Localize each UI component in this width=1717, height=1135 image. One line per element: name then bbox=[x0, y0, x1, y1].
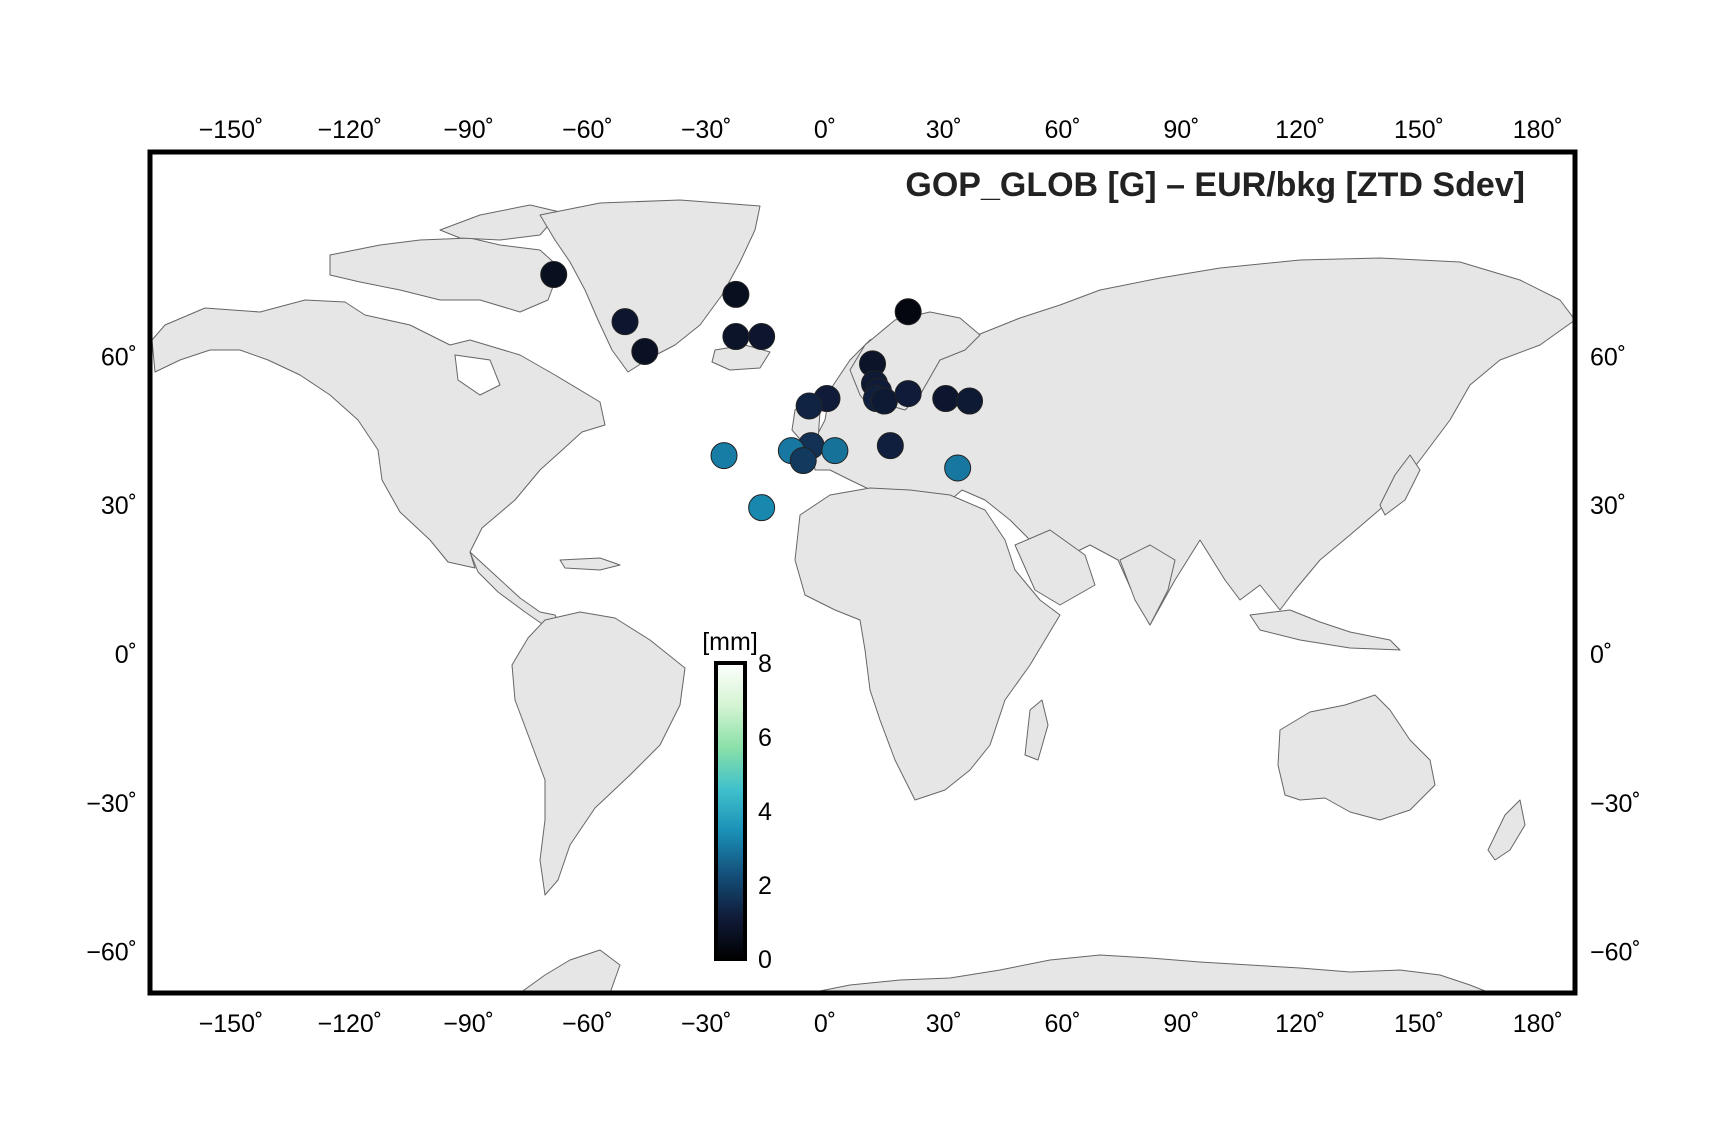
land-japan bbox=[1379, 454, 1421, 516]
lon-tick-label: −90˚ bbox=[443, 116, 494, 144]
colorbar-bar bbox=[714, 661, 747, 961]
station-marker bbox=[611, 308, 639, 336]
station-marker bbox=[956, 387, 984, 415]
lat-tick-label: 30˚ bbox=[1590, 492, 1626, 520]
lat-tick-label: 0˚ bbox=[1590, 641, 1612, 669]
lon-tick-label: −60˚ bbox=[562, 116, 613, 144]
land-australia bbox=[1277, 694, 1436, 821]
land-canadian-arctic bbox=[329, 237, 561, 313]
station-marker bbox=[540, 261, 568, 289]
latitude-tick-labels-right: 60˚ 30˚ 0˚ −30˚ −60˚ bbox=[1590, 343, 1641, 966]
lon-tick-label: 90˚ bbox=[1163, 1010, 1199, 1038]
lon-tick-label: 150˚ bbox=[1394, 1010, 1444, 1038]
station-marker bbox=[894, 380, 922, 408]
land-greenland bbox=[539, 199, 761, 373]
station-marker bbox=[944, 454, 972, 482]
longitude-tick-labels-bottom: −150˚ −120˚ −90˚ −60˚ −30˚ 0˚ 30˚ 60˚ 90˚ 120˚ 150… bbox=[199, 1010, 1563, 1038]
station-marker bbox=[710, 442, 738, 470]
lat-tick-label: −30˚ bbox=[1590, 790, 1641, 818]
station-marker bbox=[894, 298, 922, 326]
land-southeast-asia-islands bbox=[1249, 609, 1401, 651]
lon-tick-label: 90˚ bbox=[1163, 116, 1199, 144]
land-india bbox=[1119, 544, 1176, 626]
colorbar-tick-label: 6 bbox=[758, 724, 772, 752]
lat-tick-label: 30˚ bbox=[101, 492, 137, 520]
land-antarctica bbox=[519, 949, 1491, 993]
lon-tick-label: −30˚ bbox=[681, 1010, 732, 1038]
landmasses bbox=[151, 199, 1575, 993]
land-caribbean bbox=[559, 557, 621, 571]
lon-tick-label: −150˚ bbox=[199, 1010, 264, 1038]
lon-tick-label: 120˚ bbox=[1275, 116, 1325, 144]
station-marker bbox=[876, 432, 904, 460]
station-marker bbox=[748, 323, 776, 351]
lat-tick-label: −60˚ bbox=[86, 939, 137, 967]
colorbar-unit-label: [mm] bbox=[702, 628, 758, 656]
lon-tick-label: −60˚ bbox=[562, 1010, 613, 1038]
lon-tick-label: 30˚ bbox=[926, 116, 962, 144]
land-madagascar bbox=[1024, 699, 1049, 761]
lon-tick-label: 0˚ bbox=[814, 1010, 836, 1038]
lon-tick-label: 60˚ bbox=[1045, 1010, 1081, 1038]
colorbar-tick-label: 8 bbox=[758, 650, 772, 678]
lon-tick-label: −150˚ bbox=[199, 116, 264, 144]
land-south-america bbox=[511, 611, 686, 896]
land-arabia bbox=[1014, 529, 1096, 606]
lat-tick-label: 0˚ bbox=[115, 641, 137, 669]
station-markers bbox=[540, 261, 984, 522]
station-marker bbox=[870, 387, 898, 415]
lon-tick-label: 180˚ bbox=[1513, 1010, 1563, 1038]
lon-tick-label: 150˚ bbox=[1394, 116, 1444, 144]
lat-tick-label: −30˚ bbox=[86, 790, 137, 818]
lon-tick-label: 60˚ bbox=[1045, 116, 1081, 144]
lon-tick-label: 30˚ bbox=[926, 1010, 962, 1038]
map-frame bbox=[147, 149, 1578, 996]
colorbar-tick-labels: 0 2 4 6 8 bbox=[758, 650, 772, 974]
colorbar-tick-label: 2 bbox=[758, 872, 772, 900]
land-hudson-bay-gap bbox=[454, 354, 501, 396]
latitude-tick-labels-left: 60˚ 30˚ 0˚ −30˚ −60˚ bbox=[86, 343, 137, 966]
station-marker bbox=[631, 337, 659, 365]
lat-tick-label: −60˚ bbox=[1590, 939, 1641, 967]
colorbar-tick-label: 4 bbox=[758, 798, 772, 826]
station-marker bbox=[722, 323, 750, 351]
lon-tick-label: −30˚ bbox=[681, 116, 732, 144]
colorbar: [mm] 0 2 4 6 8 bbox=[702, 628, 772, 974]
lon-tick-label: 120˚ bbox=[1275, 1010, 1325, 1038]
lon-tick-label: −90˚ bbox=[443, 1010, 494, 1038]
station-marker bbox=[722, 280, 750, 308]
lat-tick-label: 60˚ bbox=[1590, 343, 1626, 371]
station-marker bbox=[932, 385, 960, 413]
land-new-zealand bbox=[1487, 799, 1526, 861]
lon-tick-label: 180˚ bbox=[1513, 116, 1563, 144]
lon-tick-label: 0˚ bbox=[814, 116, 836, 144]
longitude-tick-labels-top: −150˚ −120˚ −90˚ −60˚ −30˚ 0˚ 30˚ 60˚ 90˚ 120˚ 150… bbox=[199, 116, 1563, 144]
station-marker bbox=[795, 392, 823, 420]
station-marker bbox=[789, 447, 817, 475]
land-africa bbox=[794, 487, 1061, 801]
station-marker bbox=[748, 494, 776, 522]
colorbar-tick-label: 0 bbox=[758, 946, 772, 974]
lat-tick-label: 60˚ bbox=[101, 343, 137, 371]
map-title: GOP_GLOB [G] – EUR/bkg [ZTD Sdev] bbox=[905, 166, 1525, 204]
station-marker bbox=[821, 437, 849, 465]
lon-tick-label: −120˚ bbox=[317, 116, 382, 144]
lon-tick-label: −120˚ bbox=[317, 1010, 382, 1038]
